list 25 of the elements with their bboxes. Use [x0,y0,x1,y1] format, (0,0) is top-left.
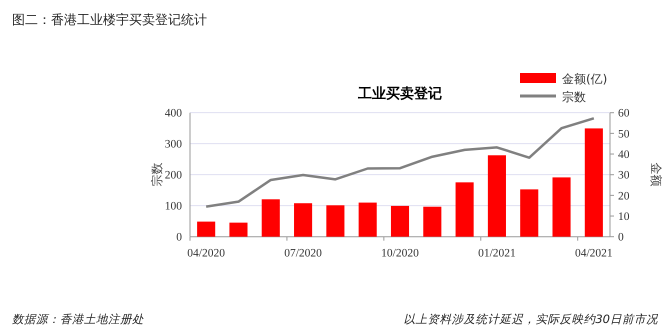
x-tick-label: 04/2021 [574,248,613,260]
y2-tick-label: 60 [618,108,630,120]
text: 数据源：香港土地注册处 [12,312,144,326]
y-tick-label: 300 [164,138,182,151]
y-axis-title: 宗数 [150,162,164,187]
y2-tick-label: 0 [618,232,624,244]
chart-subtitle: 工业买卖登记 [357,86,442,102]
y2-tick-label: 10 [618,211,630,224]
y2-axis-title: 金额 [649,162,663,187]
text: 以上资料涉及统计延迟，实际反映约30日前市况 [403,312,659,326]
y-tick-label: 0 [176,232,182,244]
x-tick-label: 10/2020 [381,248,420,260]
x-tick-label: 01/2021 [478,248,516,260]
y-tick-label: 200 [164,170,182,182]
y-tick-label: 400 [164,108,182,120]
x-tick-label: 04/2020 [187,248,226,260]
y2-tick-label: 20 [618,190,630,202]
chart-title: 图二：香港工业楼宇买卖登记统计 [12,12,207,28]
y2-tick-label: 40 [618,149,630,162]
legend-label: 金额(亿) [562,72,608,86]
y2-tick-label: 50 [618,128,630,140]
y2-tick-label: 30 [618,170,630,182]
y-tick-label: 100 [164,200,182,213]
legend-label: 宗数 [562,90,586,104]
x-tick-label: 07/2020 [284,248,322,260]
